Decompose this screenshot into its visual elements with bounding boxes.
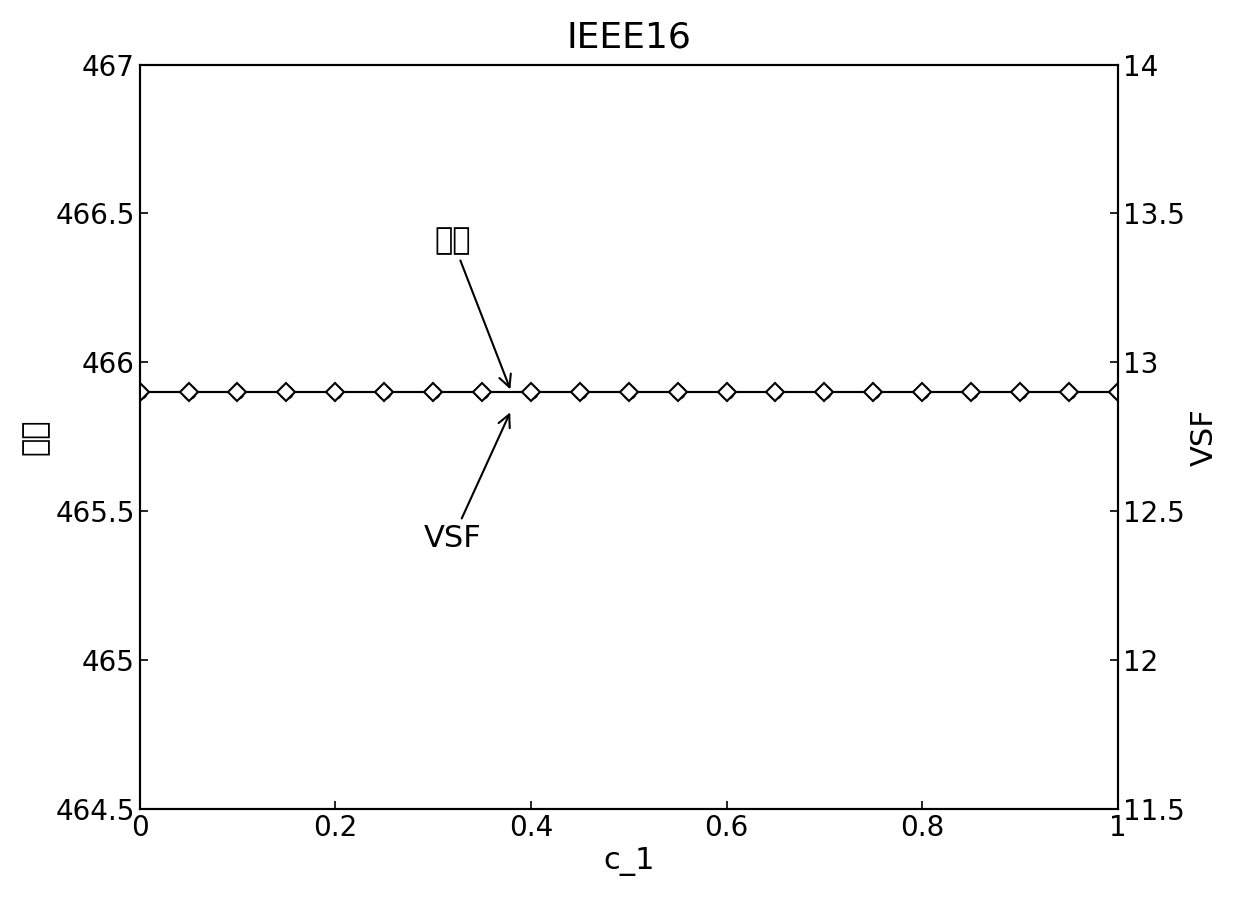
Text: 网损: 网损 [434,226,511,388]
Y-axis label: VSF: VSF [1190,408,1219,466]
Title: IEEE16: IEEE16 [567,21,691,55]
X-axis label: c_1: c_1 [603,847,655,876]
Text: VSF: VSF [424,414,510,553]
Y-axis label: 网损: 网损 [21,418,50,455]
